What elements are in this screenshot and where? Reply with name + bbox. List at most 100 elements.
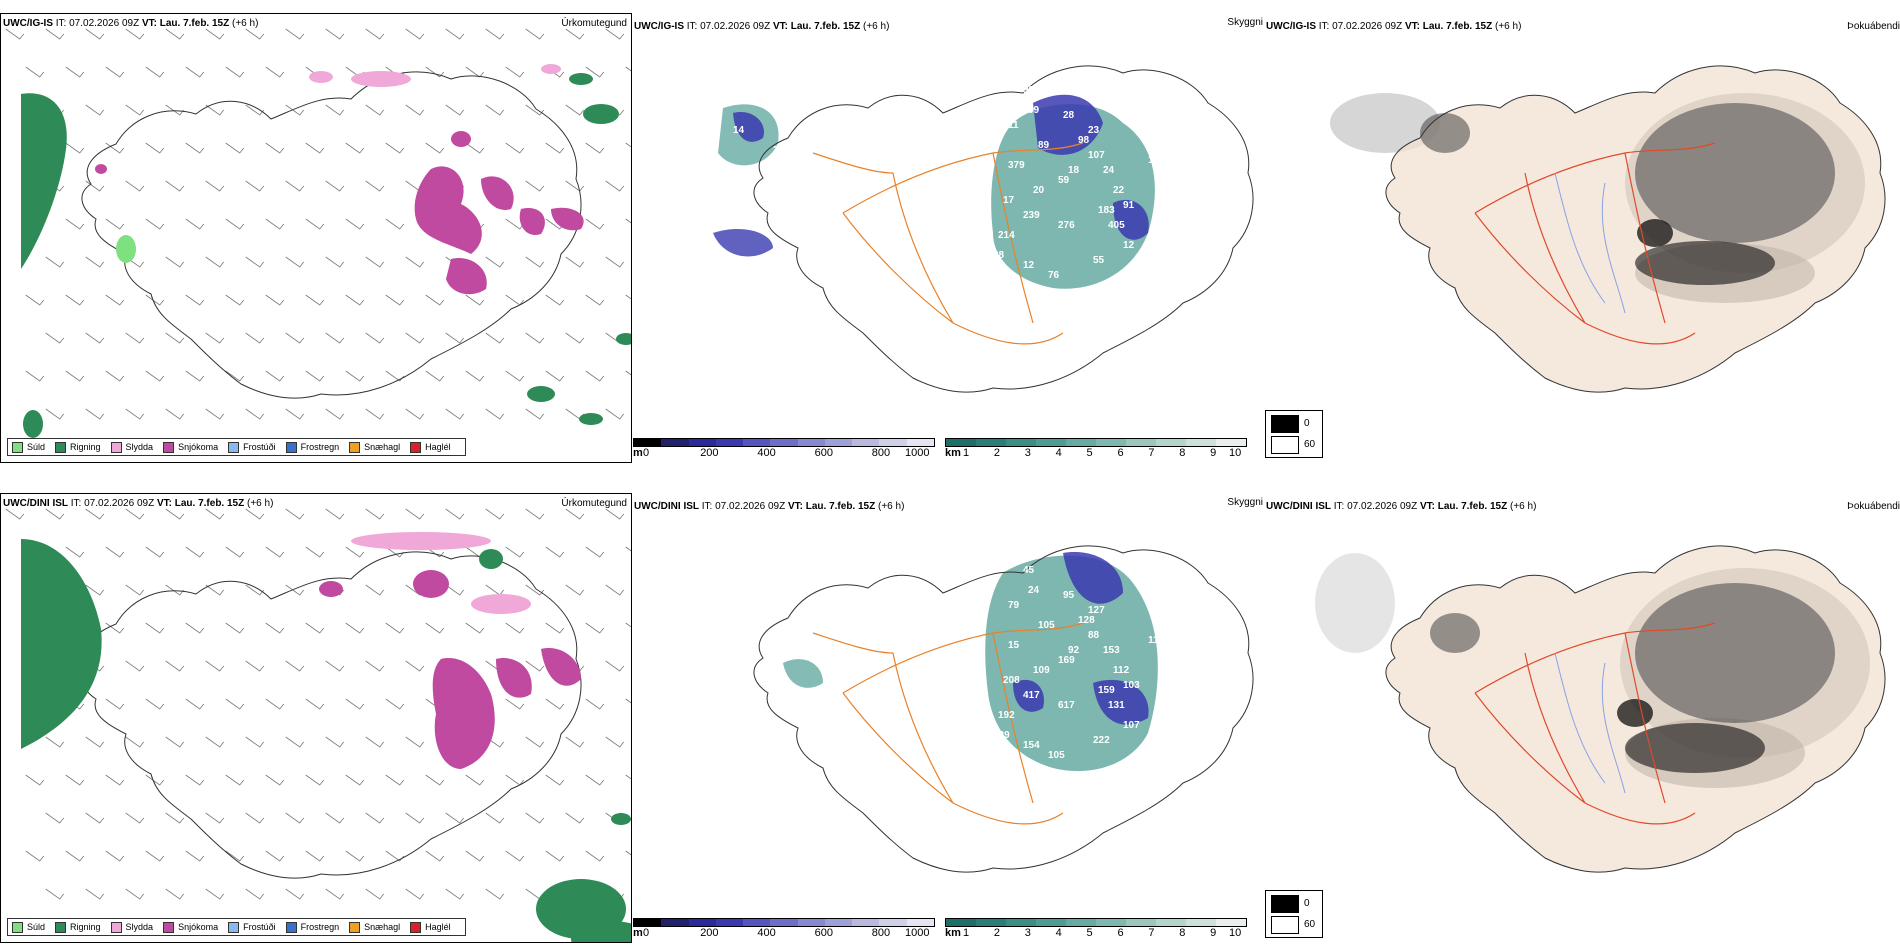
vt-value: Lau. 7.feb. 15Z <box>1422 21 1493 32</box>
wind-barb <box>205 180 225 192</box>
colorbar-segment <box>852 919 880 926</box>
it-value: 07.02.2026 09Z <box>1332 21 1403 32</box>
visibility-value: 88 <box>1088 630 1100 641</box>
wind-barb <box>465 370 485 382</box>
wind-barb <box>545 698 565 710</box>
wind-barb <box>585 622 605 634</box>
legend-label: Snæhagl <box>364 442 401 452</box>
wind-barb <box>345 622 365 634</box>
cloud-legend: 0 60 <box>1265 410 1323 458</box>
cloud-legend-label: 0 <box>1304 418 1310 429</box>
wind-barb <box>505 774 525 786</box>
visibility-value: 128 <box>1078 615 1095 626</box>
wind-barb <box>85 888 105 900</box>
wind-barb <box>345 850 365 862</box>
wind-barb <box>365 508 385 520</box>
wind-barb <box>305 698 325 710</box>
visibility-value: 91 <box>1123 200 1135 211</box>
colorbar-segment <box>743 439 771 446</box>
wind-barb <box>245 660 265 672</box>
legend-swatch <box>110 441 122 453</box>
visibility-value: 154 <box>1023 740 1040 751</box>
wind-barb <box>265 218 285 230</box>
visibility-value: 12 <box>1023 260 1035 271</box>
colorbar-unit: m <box>633 447 643 459</box>
wind-barb <box>205 104 225 116</box>
wind-barb <box>305 622 325 634</box>
wind-barb <box>505 698 525 710</box>
legend-swatch <box>228 441 240 453</box>
colorbar-segment <box>1126 439 1156 446</box>
colorbar-segment <box>661 439 689 446</box>
colorbar-tick: 600 <box>814 927 833 939</box>
wind-barb <box>565 180 585 192</box>
wind-barb <box>365 256 385 268</box>
visibility-value: 89 <box>1038 140 1050 151</box>
panel-header: UWC/DINI ISL IT: 07.02.2026 09Z VT: Lau.… <box>1266 501 1536 512</box>
wind-barb <box>625 142 631 148</box>
wind-barb <box>105 546 125 558</box>
visibility-panel-bottom: UWC/DINI ISL IT: 07.02.2026 09Z VT: Lau.… <box>633 493 1263 943</box>
colorbar-segment <box>1036 919 1066 926</box>
colorbar-tick: 2 <box>993 447 1000 459</box>
model-name: UWC/IG-IS <box>634 21 684 32</box>
wind-barb <box>165 736 185 748</box>
wind-barb <box>605 28 625 40</box>
wind-barb <box>105 774 125 786</box>
legend-swatch <box>228 921 240 933</box>
wind-barb <box>385 850 405 862</box>
cloud-legend-item <box>1271 436 1299 454</box>
visibility-value: 22 <box>1113 185 1125 196</box>
wind-barb <box>325 736 345 748</box>
visibility-value: 28 <box>1063 110 1075 121</box>
legend-label: Frostregn <box>300 922 340 932</box>
colorbar-tick: 0 <box>643 447 650 459</box>
wind-barb <box>365 736 385 748</box>
wind-barb <box>485 888 505 900</box>
map-group <box>5 508 631 942</box>
wind-barb <box>125 28 145 40</box>
wind-barb <box>25 370 45 382</box>
wind-barb <box>625 370 631 376</box>
legend-swatch <box>285 921 297 933</box>
precip-panel-top: UWC/IG-IS IT: 07.02.2026 09Z VT: Lau. 7.… <box>0 13 632 463</box>
wind-barb <box>25 66 45 78</box>
model-name: UWC/DINI ISL <box>1266 501 1331 512</box>
wind-barb <box>45 888 65 900</box>
wind-barb <box>625 218 631 224</box>
colorbar-tick: 2 <box>993 927 1000 939</box>
wind-barb <box>165 332 185 344</box>
wind-barb <box>245 332 265 344</box>
wind-barb <box>265 546 285 558</box>
colorbar-tick: 600 <box>814 447 833 459</box>
legend-item: Snæhagl <box>349 921 400 933</box>
wind-barb <box>585 370 605 382</box>
legend-swatch <box>410 921 422 933</box>
wind-barb <box>225 142 245 154</box>
wind-barb <box>425 370 445 382</box>
legend-item: Frostúði <box>228 921 276 933</box>
wind-barb <box>165 104 185 116</box>
road-network <box>812 142 1084 345</box>
wind-barb <box>445 408 465 420</box>
visibility-value: 239 <box>1023 210 1040 221</box>
colorbar-tick: 1 <box>963 927 970 939</box>
height-colorbar <box>633 438 935 447</box>
visibility-value: 92 <box>1068 645 1080 656</box>
wind-barb <box>445 28 465 40</box>
colorbar-segment <box>879 919 907 926</box>
visibility-value: 103 <box>1123 680 1140 691</box>
wind-barb <box>305 218 325 230</box>
wind-barb <box>525 104 545 116</box>
wind-barb <box>125 508 145 520</box>
wind-barb <box>285 660 305 672</box>
colorbar-segment <box>797 919 825 926</box>
iceland-outline <box>81 71 582 399</box>
wind-barb <box>285 180 305 192</box>
lead-time: (+6 h) <box>232 18 259 29</box>
wind-barb <box>425 294 445 306</box>
wind-barb <box>125 104 145 116</box>
wind-barb <box>85 408 105 420</box>
km-ticks: km 1 2 3 4 5 6 7 8 9 10 <box>945 927 1245 941</box>
wind-barb <box>65 66 85 78</box>
